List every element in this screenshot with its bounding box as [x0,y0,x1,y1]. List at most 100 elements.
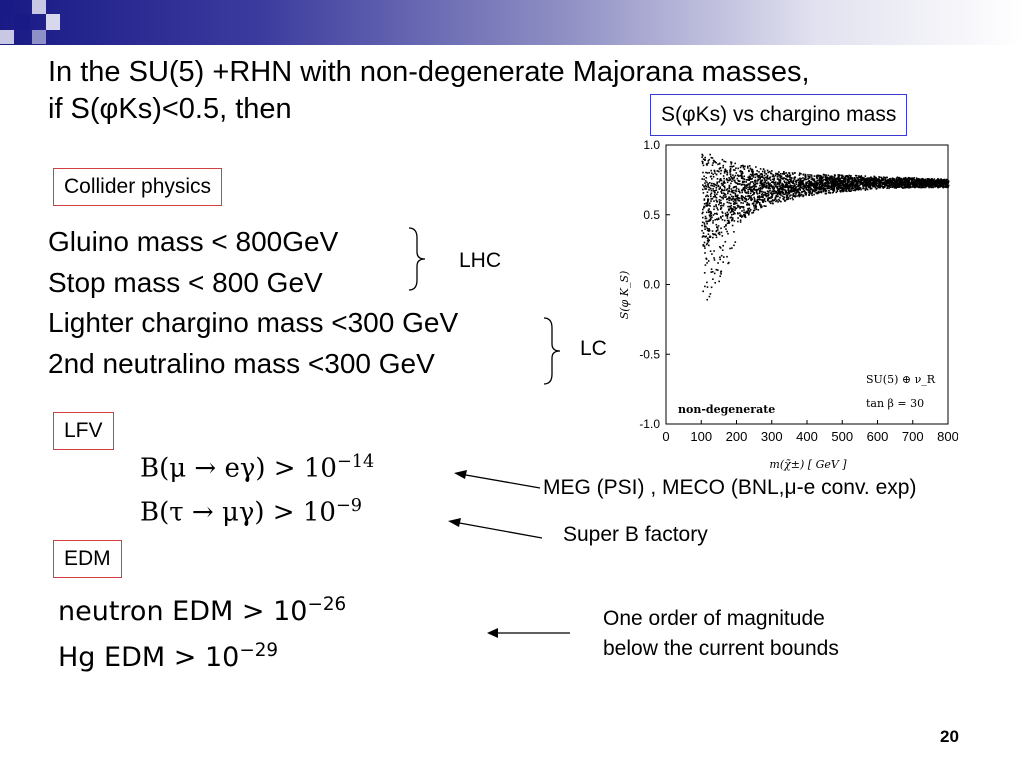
scatter-point [776,187,779,190]
scatter-point [707,238,709,240]
scatter-point [868,180,870,183]
scatter-point [900,183,903,185]
scatter-point [780,194,782,197]
scatter-point [898,180,901,183]
scatter-point [792,182,794,184]
scatter-point [735,190,737,193]
scatter-point [741,181,744,184]
scatter-point [904,186,907,189]
scatter-point [775,194,777,197]
scatter-point [943,183,945,186]
scatter-point [785,182,787,184]
scatter-point [919,184,921,186]
lfv-box: LFV [53,412,114,450]
scatter-point [717,185,719,188]
scatter-point [745,185,748,188]
scatter-point [754,186,756,188]
scatter-point [795,189,797,191]
scatter-point [794,172,796,174]
scatter-point [710,200,712,202]
scatter-point [775,185,777,187]
scatter-point [713,250,715,252]
scatter-point [847,187,850,190]
scatter-point [783,173,786,175]
scatter-point [722,194,725,197]
scatter-point [750,190,753,193]
scatter-point [873,181,876,183]
scatter-point [726,255,728,258]
scatter-point [761,182,763,185]
scatter-point [916,180,918,182]
plot-annotation-model: SU(5) ⊕ ν_R [866,373,936,386]
scatter-point [831,184,834,187]
scatter-point [739,183,741,185]
scatter-point [792,195,794,197]
scatter-point [708,239,710,241]
scatter-point [857,178,859,180]
scatter-point [818,174,821,177]
scatter-point [906,184,908,186]
scatter-point [756,200,758,203]
x-tick-label: 100 [690,429,712,444]
scatter-point [711,253,713,255]
scatter-point [761,196,763,198]
scatter-point [902,181,904,184]
scatter-point [751,186,753,189]
scatter-point [920,182,922,185]
scatter-point [930,184,933,186]
scatter-point [855,188,858,191]
scatter-point [744,185,746,187]
scatter-point [743,215,746,218]
scatter-point [808,189,810,191]
scatter-point [778,183,781,186]
scatter-point [728,185,731,188]
scatter-point [831,178,834,180]
scatter-point [707,228,710,231]
scatter-point [782,193,784,195]
scatter-point [756,180,759,182]
scatter-point [737,205,740,208]
scatter-point [905,181,907,183]
scatter-point [836,178,838,181]
scatter-point [805,184,807,187]
scatter-point [828,183,830,185]
scatter-point [731,198,733,200]
scatter-point [715,196,718,199]
scatter-point [912,184,915,186]
mass-bound-item: Lighter chargino mass <300 GeV [48,307,459,338]
scatter-point [801,180,803,182]
scatter-point [710,192,713,194]
scatter-point [713,190,716,192]
scatter-point [763,172,766,174]
scatter-point [940,184,943,186]
scatter-point [820,188,822,190]
scatter-point [798,195,801,198]
scatter-point [791,197,794,199]
scatter-point [801,183,804,185]
scatter-point [849,175,852,178]
scatter-point [842,175,844,177]
scatter-point [755,185,758,188]
scatter-point [708,236,711,238]
scatter-point [842,185,845,187]
scatter-point [850,175,852,177]
scatter-point [717,262,719,264]
scatter-point [758,198,761,201]
scatter-point [728,184,731,187]
scatter-point [754,205,757,207]
scatter-point [853,187,855,189]
scatter-point [762,196,764,199]
scatter-point [790,194,792,196]
scatter-point [864,183,866,186]
scatter-point [726,219,729,222]
scatter-point [781,173,784,175]
scatter-point [706,191,709,193]
scatter-point [866,184,869,187]
scatter-point [723,160,725,163]
scatter-point [831,183,833,185]
scatter-point [813,190,816,193]
scatter-point [729,247,731,250]
scatter-point [898,184,900,187]
scatter-point [737,179,739,182]
scatter-point [715,230,718,233]
